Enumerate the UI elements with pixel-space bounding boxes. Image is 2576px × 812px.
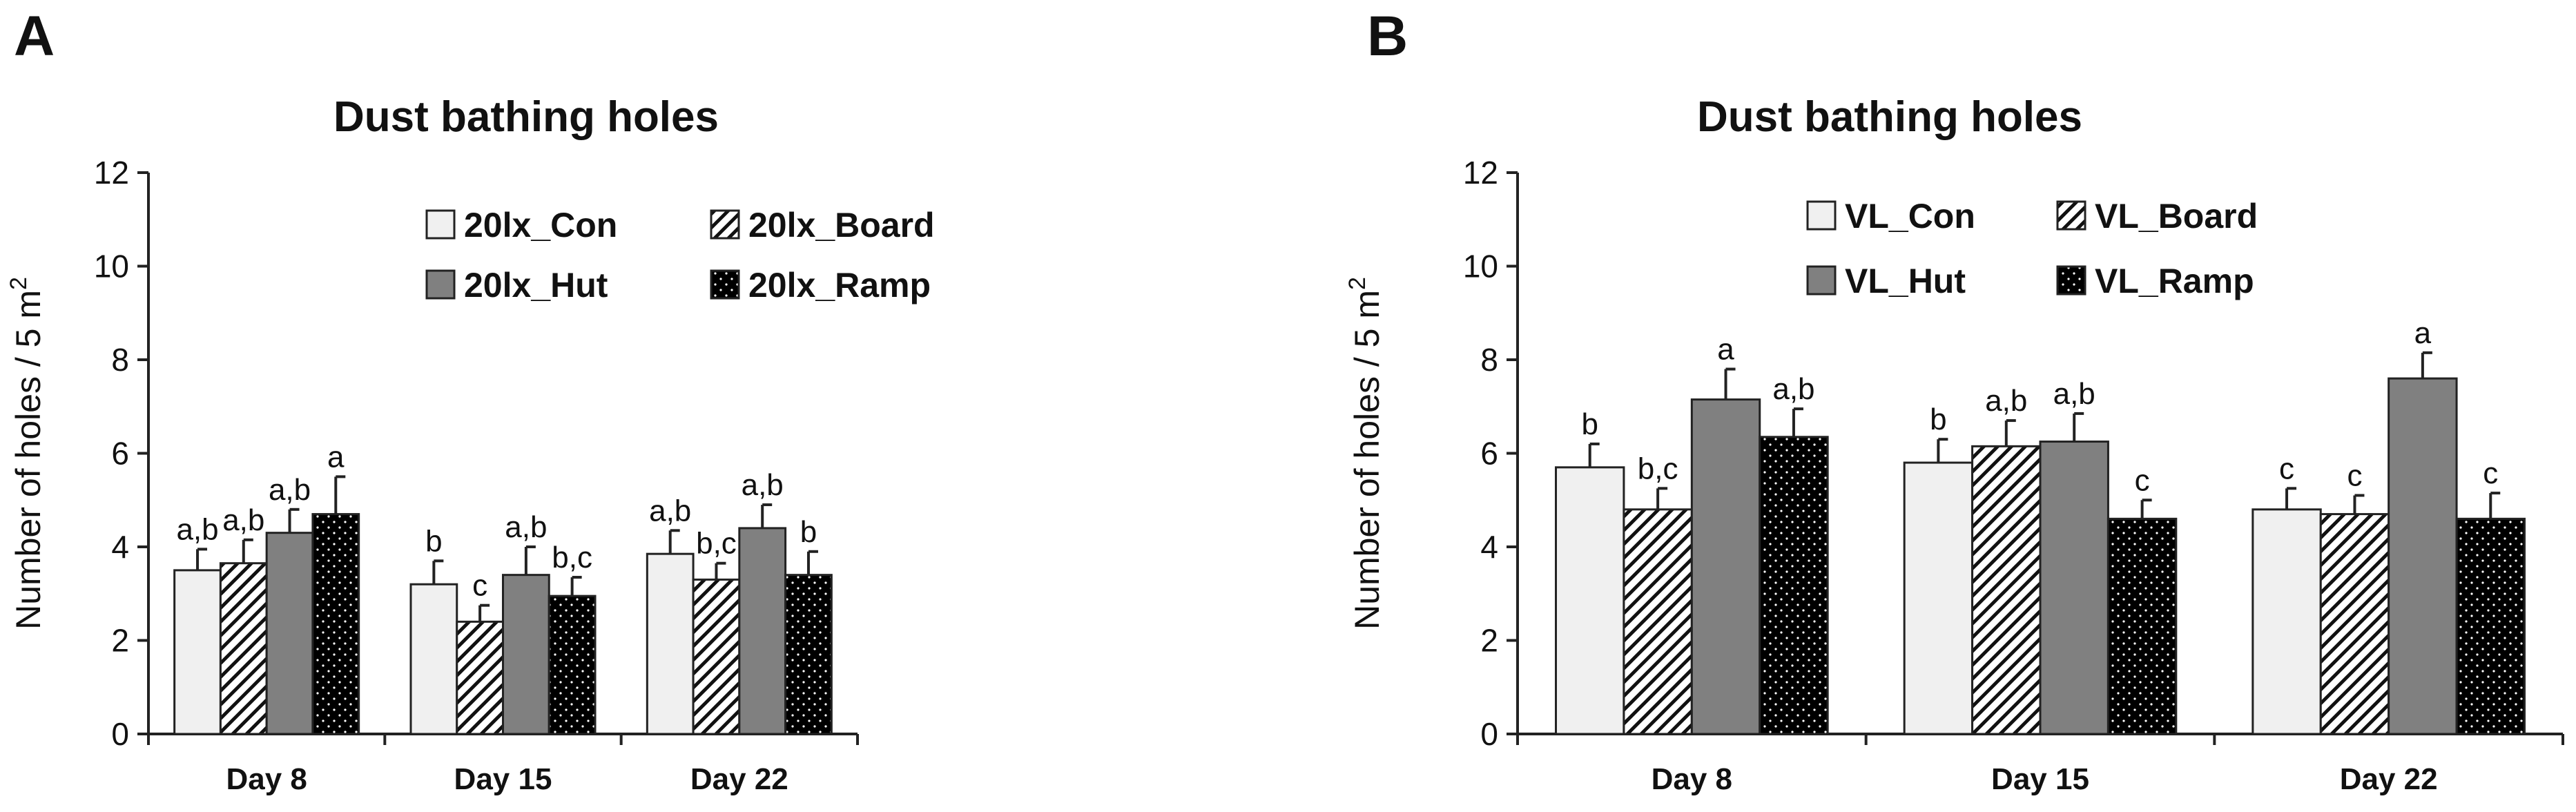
- bar: [646, 552, 695, 735]
- y-axis-label: Number of holes / 5 m2: [1344, 277, 1386, 630]
- significance-label: b: [800, 515, 817, 549]
- bar: [265, 532, 314, 735]
- bar: [409, 583, 458, 735]
- significance-label: a: [2414, 316, 2432, 350]
- significance-label: c: [2483, 456, 2498, 490]
- significance-label: a,b: [742, 468, 784, 502]
- significance-label: a,b: [649, 494, 691, 528]
- significance-label: c: [472, 569, 487, 603]
- x-category-label: Day 22: [690, 762, 788, 796]
- legend-label: 20lx_Hut: [464, 266, 608, 304]
- bar: [2251, 508, 2322, 735]
- bar: [2455, 517, 2526, 735]
- y-axis-label-superscript: 2: [1344, 277, 1371, 290]
- y-axis-label: Number of holes / 5 m2: [6, 277, 48, 630]
- bar: [456, 620, 504, 735]
- significance-label: a,b: [222, 503, 264, 537]
- significance-label: a,b: [1985, 384, 2027, 418]
- significance-label: a,b: [269, 473, 311, 507]
- x-category-label: Day 15: [1991, 762, 2089, 796]
- significance-label: b,c: [696, 527, 737, 561]
- x-category-label: Day 15: [454, 762, 552, 796]
- significance-label: b,c: [1638, 452, 1678, 485]
- significance-label: b,c: [552, 541, 592, 574]
- bar: [1623, 508, 1693, 735]
- significance-label: a,b: [1772, 372, 1814, 406]
- legend-label: 20lx_Con: [464, 206, 617, 244]
- significance-label: a,b: [2053, 377, 2095, 411]
- y-axis-label-text: Number of holes / 5 m: [1348, 290, 1386, 630]
- significance-label: b: [1581, 407, 1598, 441]
- significance-label: c: [2347, 458, 2362, 492]
- legend-swatch: [2056, 265, 2086, 296]
- panel-letter: B: [1367, 5, 1408, 68]
- bar: [692, 578, 741, 735]
- bar: [1903, 461, 1974, 735]
- y-tick-label: 10: [1463, 249, 1498, 284]
- legend-label: VL_Board: [2095, 197, 2258, 235]
- chart-title: Dust bathing holes: [333, 93, 719, 141]
- legend-label: VL_Ramp: [2095, 262, 2254, 300]
- y-tick-label: 8: [1480, 342, 1498, 378]
- bar: [2039, 441, 2109, 735]
- bar: [502, 574, 550, 735]
- legend-label: VL_Hut: [1845, 262, 1966, 300]
- legend-swatch: [425, 209, 456, 240]
- bar: [548, 594, 597, 735]
- chart-title: Dust bathing holes: [1697, 93, 2082, 141]
- y-tick-label: 0: [111, 716, 129, 752]
- y-tick-label: 2: [1480, 623, 1498, 659]
- y-tick-label: 0: [1480, 716, 1498, 752]
- bar: [1690, 398, 1761, 735]
- y-tick-label: 8: [111, 342, 129, 378]
- bar: [1971, 445, 2042, 735]
- y-tick-label: 6: [1480, 436, 1498, 472]
- significance-label: c: [2279, 452, 2294, 485]
- panel-a-chart: A Dust bathing holes Number of holes / 5 m…: [6, 5, 935, 796]
- x-category-label: Day 8: [226, 762, 307, 796]
- bar: [311, 513, 360, 735]
- x-category-label: Day 22: [2340, 762, 2438, 796]
- significance-label: b: [425, 524, 442, 558]
- y-tick-label: 10: [94, 249, 129, 284]
- bar: [738, 527, 787, 735]
- legend-swatch: [710, 209, 740, 240]
- y-tick-label: 12: [94, 155, 129, 191]
- y-tick-label: 4: [1480, 529, 1498, 565]
- significance-label: b: [1930, 403, 1946, 436]
- legend-label: VL_Con: [1845, 197, 1975, 235]
- y-axis-label-superscript: 2: [6, 277, 32, 290]
- significance-label: a: [327, 440, 345, 474]
- legend-swatch: [1806, 200, 1837, 231]
- legend-label: 20lx_Ramp: [748, 266, 931, 304]
- x-category-label: Day 8: [1652, 762, 1732, 796]
- legend-swatch: [425, 269, 456, 300]
- legend-swatch: [710, 269, 740, 300]
- y-tick-label: 2: [111, 623, 129, 659]
- bar: [173, 569, 222, 735]
- bar: [1555, 466, 1625, 735]
- legend-swatch: [1806, 265, 1837, 296]
- significance-label: c: [2135, 463, 2150, 497]
- legend-swatch: [2056, 200, 2086, 231]
- bar: [2107, 517, 2178, 735]
- significance-label: a,b: [176, 512, 218, 546]
- panel-b-chart: B Dust bathing holes Number of holes / 5 m…: [1344, 5, 2564, 796]
- bar: [2388, 377, 2458, 735]
- bar: [219, 562, 268, 735]
- bar: [1759, 436, 1829, 735]
- y-tick-label: 12: [1463, 155, 1498, 191]
- legend-label: 20lx_Board: [748, 206, 935, 244]
- significance-label: a,b: [505, 510, 547, 544]
- panel-letter: A: [14, 5, 55, 68]
- bar: [2319, 513, 2390, 735]
- y-axis-label-text: Number of holes / 5 m: [9, 290, 48, 630]
- bar: [784, 574, 833, 735]
- significance-label: a: [1717, 333, 1734, 367]
- y-tick-label: 6: [111, 436, 129, 472]
- y-tick-label: 4: [111, 529, 129, 565]
